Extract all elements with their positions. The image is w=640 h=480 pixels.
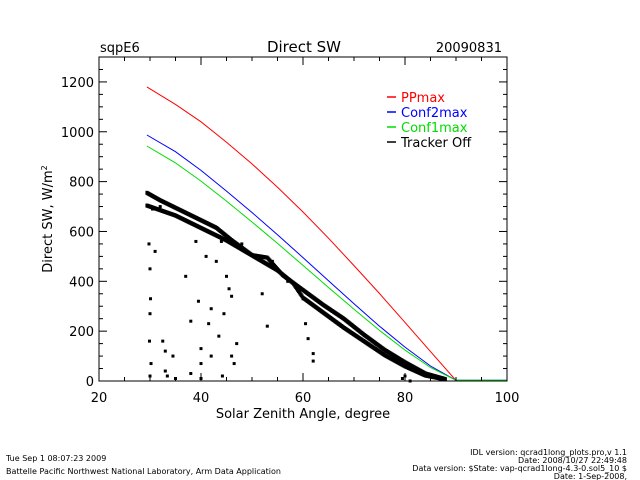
legend-label: PPmax [401,91,445,106]
tracker-off-point [443,377,447,382]
y-axis-label: Direct SW, W/m2 [40,165,56,272]
tracker-off-point [232,362,236,366]
tracker-off-point [199,347,203,351]
tracker-off-point [270,259,274,263]
tracker-off-point [265,324,269,328]
tracker-off-point [286,279,290,283]
y-tick-label: 1000 [61,126,94,141]
tracker-off-point [148,374,152,378]
tracker-off-point [209,354,213,358]
tracker-off-point [147,339,151,343]
tracker-off-point [207,322,211,326]
y-axis-label-text: Direct SW, W/m [41,170,56,272]
tracker-off-point [227,287,231,291]
tracker-off-point [230,294,234,298]
tracker-off-point [148,267,152,271]
tracker-off-point [151,207,155,211]
footer-timestamp: Tue Sep 1 08:07:23 2009 [5,454,106,463]
tracker-off-point [225,274,228,278]
tracker-off-point [209,307,213,311]
tracker-off-point [204,254,208,258]
date-label: 20090831 [436,41,502,56]
tracker-off-point [196,299,200,303]
tracker-off-point [219,239,223,243]
tracker-off-point [147,242,151,246]
tracker-off-point [171,354,175,358]
tracker-off-point [163,349,167,353]
y-tick-label: 200 [69,325,94,340]
tracker-off-point [217,334,221,338]
x-tick-label: 80 [397,391,414,406]
tracker-off-point [220,374,224,378]
y-tick-label: 400 [69,275,94,290]
series-layer [145,86,507,383]
legend-label: Conf2max [401,106,468,121]
y-axis-label-sup: 2 [40,165,49,170]
tracker-off-point [400,377,404,381]
tracker-off-point [214,259,218,263]
series-conf1max [146,145,507,381]
site-label: sqpE6 [100,41,140,56]
tracker-off-point [306,337,310,341]
y-tick-label: 0 [86,375,94,390]
chart-title: Direct SW [267,38,341,56]
tracker-off-point [158,205,162,209]
tracker-off-point [165,374,169,378]
y-tick-label: 600 [69,225,94,240]
x-tick-label: 60 [295,391,312,406]
series-conf2max [146,134,507,381]
tracker-off-point [260,292,264,296]
y-tick-label: 1200 [61,76,94,91]
tracker-off-point [163,369,167,373]
footer-lab: Battelle Pacific Northwest National Labo… [6,467,281,476]
x-tick-label: 20 [91,391,108,406]
tracker-off-point [230,354,234,358]
tracker-off-point [301,297,305,301]
tracker-off-point [199,362,203,366]
tracker-off-point [149,362,153,366]
legend-label: Tracker Off [400,136,472,151]
tracker-off-point [149,297,153,301]
ticks-layer [98,56,508,382]
tracker-off-point [240,242,244,246]
tracker-off-point [235,342,239,346]
footer-idl-date: Date: 2008/10/27 22:49:48 [518,456,627,465]
footer-data-date: Date: 1-Sep-2008, [554,472,627,480]
tracker-off-point [311,352,315,356]
tracker-off-point [189,319,193,323]
y-tick-label: 800 [69,176,94,191]
tracker-off-point [304,322,308,326]
x-axis-label: Solar Zenith Angle, degree [216,407,390,422]
series-tracker-off [145,190,447,383]
tracker-off-point [189,372,193,376]
legend-label: Conf1max [401,121,468,136]
x-tick-label: 40 [193,391,210,406]
x-tick-label: 100 [495,391,520,406]
tracker-off-point [184,274,188,278]
tracker-off-point [148,312,152,316]
tracker-off-point [153,249,157,253]
tracker-off-point [311,359,315,363]
tracker-off-point [194,239,198,243]
tracker-off-point [161,339,165,343]
footer-idl-version: IDL version: qcrad1long_plots.pro,v 1.1 [470,448,627,457]
tracker-off-point [222,312,226,316]
series-ppmax [146,86,507,381]
footer-data-version: Data version: $State: vap-qcrad1long-4.3… [412,464,627,473]
